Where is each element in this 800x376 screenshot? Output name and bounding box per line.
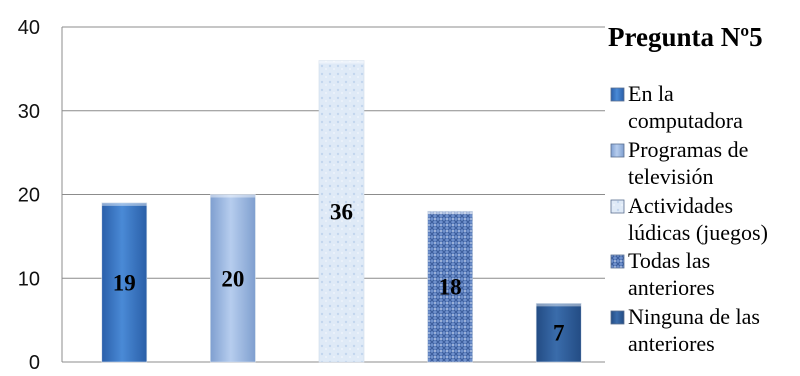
legend-label: Todas las <box>628 248 710 273</box>
data-label: 7 <box>553 321 565 346</box>
bar <box>427 210 473 363</box>
legend-label: televisión <box>628 164 714 189</box>
legend-swatch <box>610 143 625 158</box>
data-label: 20 <box>221 266 244 291</box>
legend-swatch <box>610 87 625 102</box>
y-tick-label: 20 <box>18 185 40 207</box>
legend-label: Ninguna de las <box>628 304 760 329</box>
bar-cap <box>427 211 473 215</box>
bar <box>210 194 256 363</box>
bar <box>318 60 365 363</box>
legend-label: computadora <box>628 108 743 133</box>
legend-label: lúdicas (juegos) <box>628 220 768 245</box>
y-tick-label: 0 <box>29 352 40 374</box>
y-axis-ticks: 0 10 20 30 40 <box>18 17 40 374</box>
legend-label: En la <box>628 81 674 106</box>
bar-cap <box>101 202 147 206</box>
bars <box>101 60 582 363</box>
y-tick-label: 10 <box>18 268 40 290</box>
y-tick-label: 30 <box>18 101 40 123</box>
bar-cap <box>319 60 364 64</box>
legend-swatch <box>610 199 625 214</box>
data-label: 18 <box>439 275 462 300</box>
bar-cap <box>536 303 582 307</box>
legend-label: anteriores <box>628 331 715 356</box>
legend-label: Programas de <box>628 137 748 162</box>
bar <box>101 202 148 363</box>
legend-label: anteriores <box>628 275 715 300</box>
chart-title: Pregunta Nº5 <box>608 22 763 52</box>
legend-label: Actividades <box>628 193 733 218</box>
bar-cap <box>210 194 256 198</box>
data-label: 19 <box>113 270 136 295</box>
bar <box>535 303 582 363</box>
y-tick-label: 40 <box>18 17 40 39</box>
legend-swatch <box>610 310 625 325</box>
data-labels: 19 20 36 18 7 <box>113 199 565 345</box>
data-label: 36 <box>330 199 353 224</box>
legend-swatch <box>610 254 625 269</box>
